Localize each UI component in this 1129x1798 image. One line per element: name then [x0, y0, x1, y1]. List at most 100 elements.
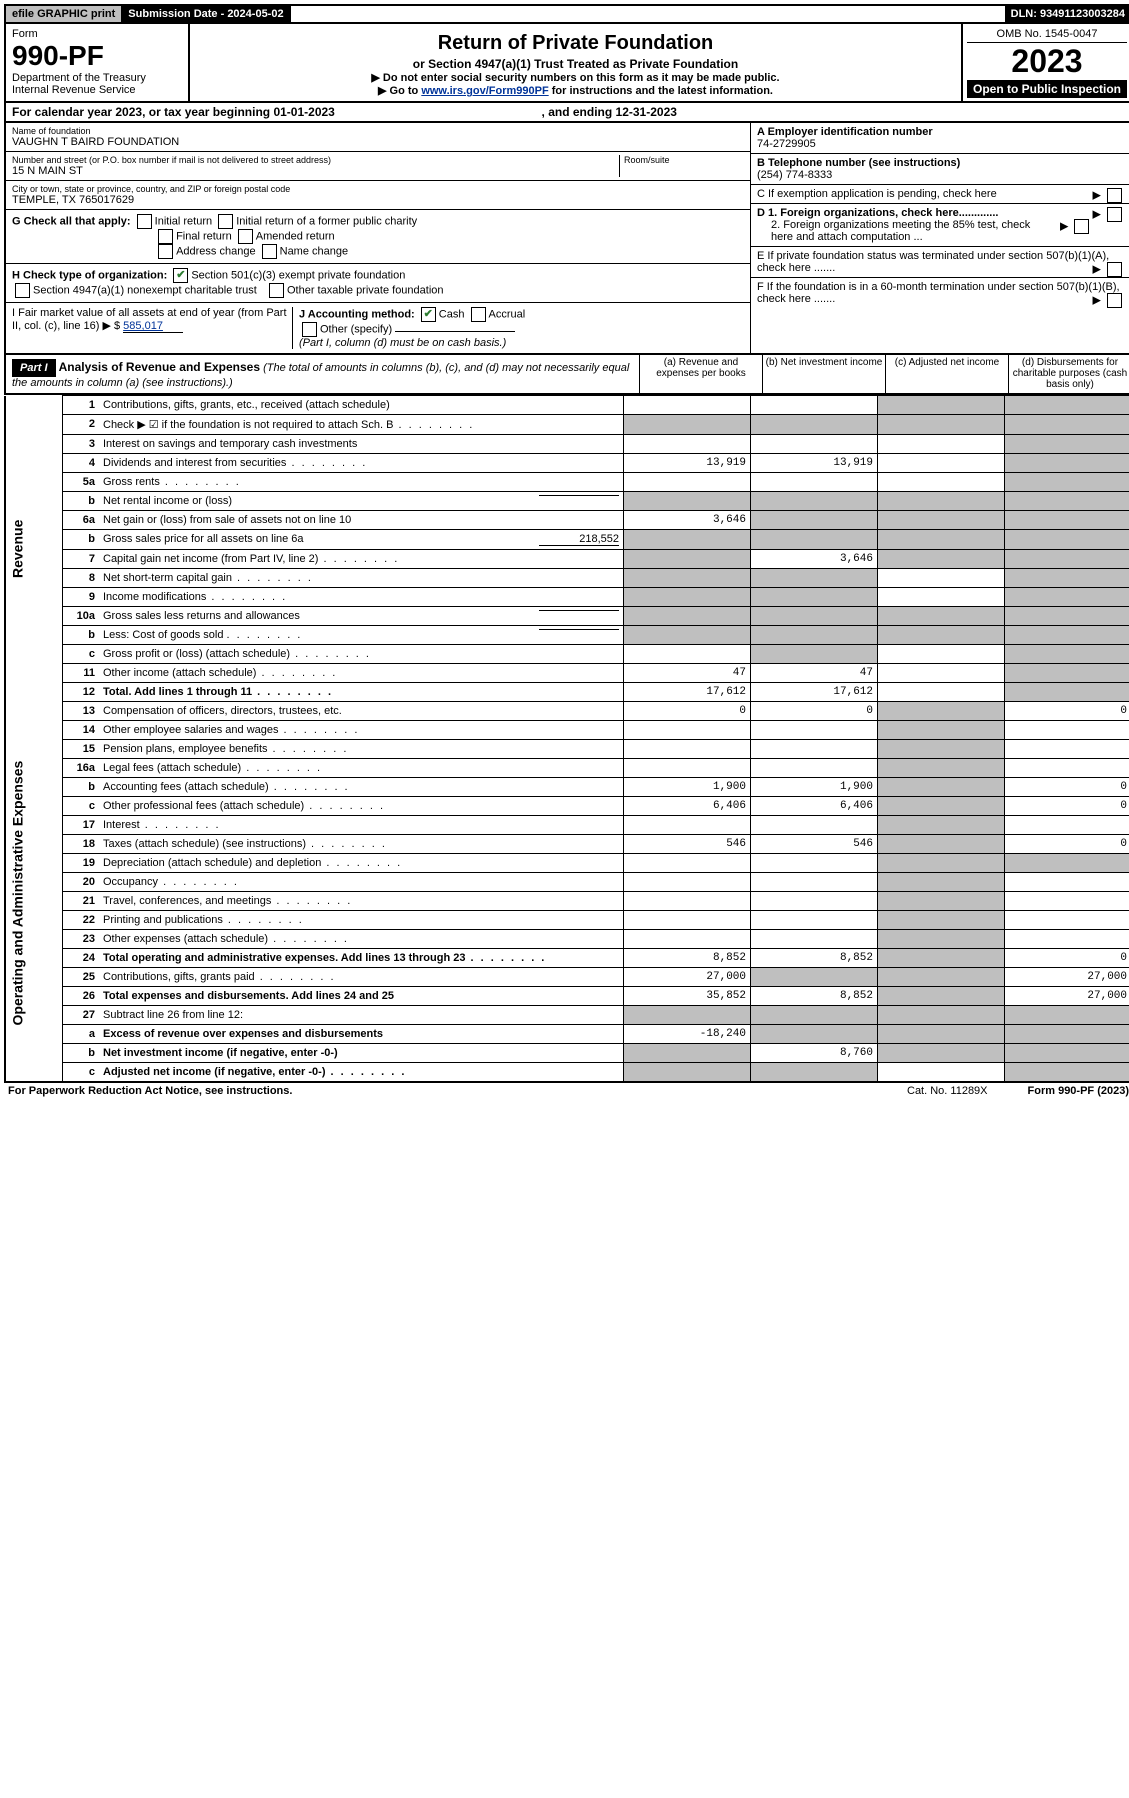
foreign-85-checkbox[interactable] [1074, 219, 1089, 234]
shaded-cell [751, 968, 878, 987]
amount-cell: 8,760 [751, 1044, 878, 1063]
amount-cell: 0 [1005, 778, 1129, 797]
amount-cell [1005, 911, 1129, 930]
shaded-cell [1005, 1006, 1129, 1025]
phone-label: B Telephone number (see instructions) [757, 157, 960, 169]
amount-cell [624, 645, 751, 664]
table-row: bLess: Cost of goods sold [5, 626, 1129, 645]
shaded-cell [624, 492, 751, 511]
fmv-value[interactable]: 585,017 [123, 320, 183, 333]
line-desc: Occupancy [99, 873, 624, 892]
amount-cell [1005, 740, 1129, 759]
line-number: b [63, 492, 100, 511]
initial-former-checkbox[interactable] [218, 214, 233, 229]
table-row: 25Contributions, gifts, grants paid27,00… [5, 968, 1129, 987]
g-label: G Check all that apply: [12, 215, 131, 227]
line-number: 7 [63, 550, 100, 569]
table-row: 16aLegal fees (attach schedule) [5, 759, 1129, 778]
h-opt-1: Section 501(c)(3) exempt private foundat… [191, 269, 405, 281]
line-number: 11 [63, 664, 100, 683]
dept-treasury: Department of the Treasury [12, 72, 182, 84]
shaded-cell [751, 626, 878, 645]
irs-label: Internal Revenue Service [12, 84, 182, 96]
col-d-header: (d) Disbursements for charitable purpose… [1008, 355, 1129, 393]
final-return-checkbox[interactable] [158, 229, 173, 244]
foreign-org-checkbox[interactable] [1107, 207, 1122, 222]
amount-cell [751, 873, 878, 892]
form990pf-link[interactable]: www.irs.gov/Form990PF [421, 85, 548, 97]
line-number: 6a [63, 511, 100, 530]
shaded-cell [1005, 435, 1129, 454]
table-row: 26Total expenses and disbursements. Add … [5, 987, 1129, 1006]
other-method-checkbox[interactable] [302, 322, 317, 337]
section-vlabel: Revenue [5, 396, 63, 702]
g-opt-1: Initial return of a former public charit… [236, 215, 417, 227]
city-state-zip: TEMPLE, TX 765017629 [12, 194, 134, 206]
exemption-pending-checkbox[interactable] [1107, 188, 1122, 203]
amount-cell: 8,852 [751, 987, 878, 1006]
name-change-checkbox[interactable] [262, 244, 277, 259]
amount-cell [878, 645, 1005, 664]
d2-label: 2. Foreign organizations meeting the 85%… [757, 219, 1051, 243]
col-c-header: (c) Adjusted net income [885, 355, 1008, 393]
table-row: 10aGross sales less returns and allowanc… [5, 607, 1129, 626]
shaded-cell [878, 626, 1005, 645]
cal-end: 12-31-2023 [616, 105, 677, 119]
table-row: 11Other income (attach schedule)4747 [5, 664, 1129, 683]
501c3-checkbox[interactable]: ✔ [173, 268, 188, 283]
shaded-cell [624, 415, 751, 435]
shaded-cell [624, 530, 751, 550]
ein-value: 74-2729905 [757, 138, 816, 150]
shaded-cell [751, 492, 878, 511]
line-desc: Total. Add lines 1 through 11 [99, 683, 624, 702]
amount-cell: 0 [1005, 835, 1129, 854]
e-label: E If private foundation status was termi… [757, 250, 1109, 274]
table-row: 6aNet gain or (loss) from sale of assets… [5, 511, 1129, 530]
4947a1-checkbox[interactable] [15, 283, 30, 298]
line-number: 1 [63, 396, 100, 415]
table-row: Operating and Administrative Expenses13C… [5, 702, 1129, 721]
line-desc: Income modifications [99, 588, 624, 607]
part1-label: Part I [12, 359, 56, 377]
amount-cell: 0 [1005, 702, 1129, 721]
amount-cell [624, 396, 751, 415]
efile-print-button[interactable]: efile GRAPHIC print [6, 6, 122, 22]
amount-cell [751, 816, 878, 835]
accrual-checkbox[interactable] [471, 307, 486, 322]
amount-cell [878, 664, 1005, 683]
line-desc: Other expenses (attach schedule) [99, 930, 624, 949]
line-desc: Gross sales price for all assets on line… [99, 530, 624, 550]
shaded-cell [1005, 1044, 1129, 1063]
amount-cell: 6,406 [624, 797, 751, 816]
shaded-cell [624, 1044, 751, 1063]
line-desc: Net rental income or (loss) [99, 492, 624, 511]
j-note: (Part I, column (d) must be on cash basi… [299, 337, 506, 349]
table-row: 22Printing and publications [5, 911, 1129, 930]
address-change-checkbox[interactable] [158, 244, 173, 259]
amount-cell: -18,240 [624, 1025, 751, 1044]
60month-checkbox[interactable] [1107, 293, 1122, 308]
initial-return-checkbox[interactable] [137, 214, 152, 229]
shaded-cell [878, 740, 1005, 759]
status-terminated-checkbox[interactable] [1107, 262, 1122, 277]
phone-value: (254) 774-8333 [757, 169, 832, 181]
form-number: 990-PF [12, 40, 182, 72]
section-ij: I Fair market value of all assets at end… [6, 303, 750, 353]
shaded-cell [1005, 473, 1129, 492]
table-row: 17Interest [5, 816, 1129, 835]
line-desc: Gross sales less returns and allowances [99, 607, 624, 626]
part1-table: Revenue1Contributions, gifts, grants, et… [4, 395, 1129, 1083]
other-taxable-checkbox[interactable] [269, 283, 284, 298]
shaded-cell [878, 702, 1005, 721]
shaded-cell [878, 816, 1005, 835]
shaded-cell [1005, 683, 1129, 702]
amended-return-checkbox[interactable] [238, 229, 253, 244]
amount-cell: 546 [624, 835, 751, 854]
shaded-cell [624, 550, 751, 569]
shaded-cell [878, 530, 1005, 550]
shaded-cell [878, 550, 1005, 569]
amount-cell [878, 473, 1005, 492]
cash-checkbox[interactable]: ✔ [421, 307, 436, 322]
amount-cell: 1,900 [751, 778, 878, 797]
table-row: cOther professional fees (attach schedul… [5, 797, 1129, 816]
